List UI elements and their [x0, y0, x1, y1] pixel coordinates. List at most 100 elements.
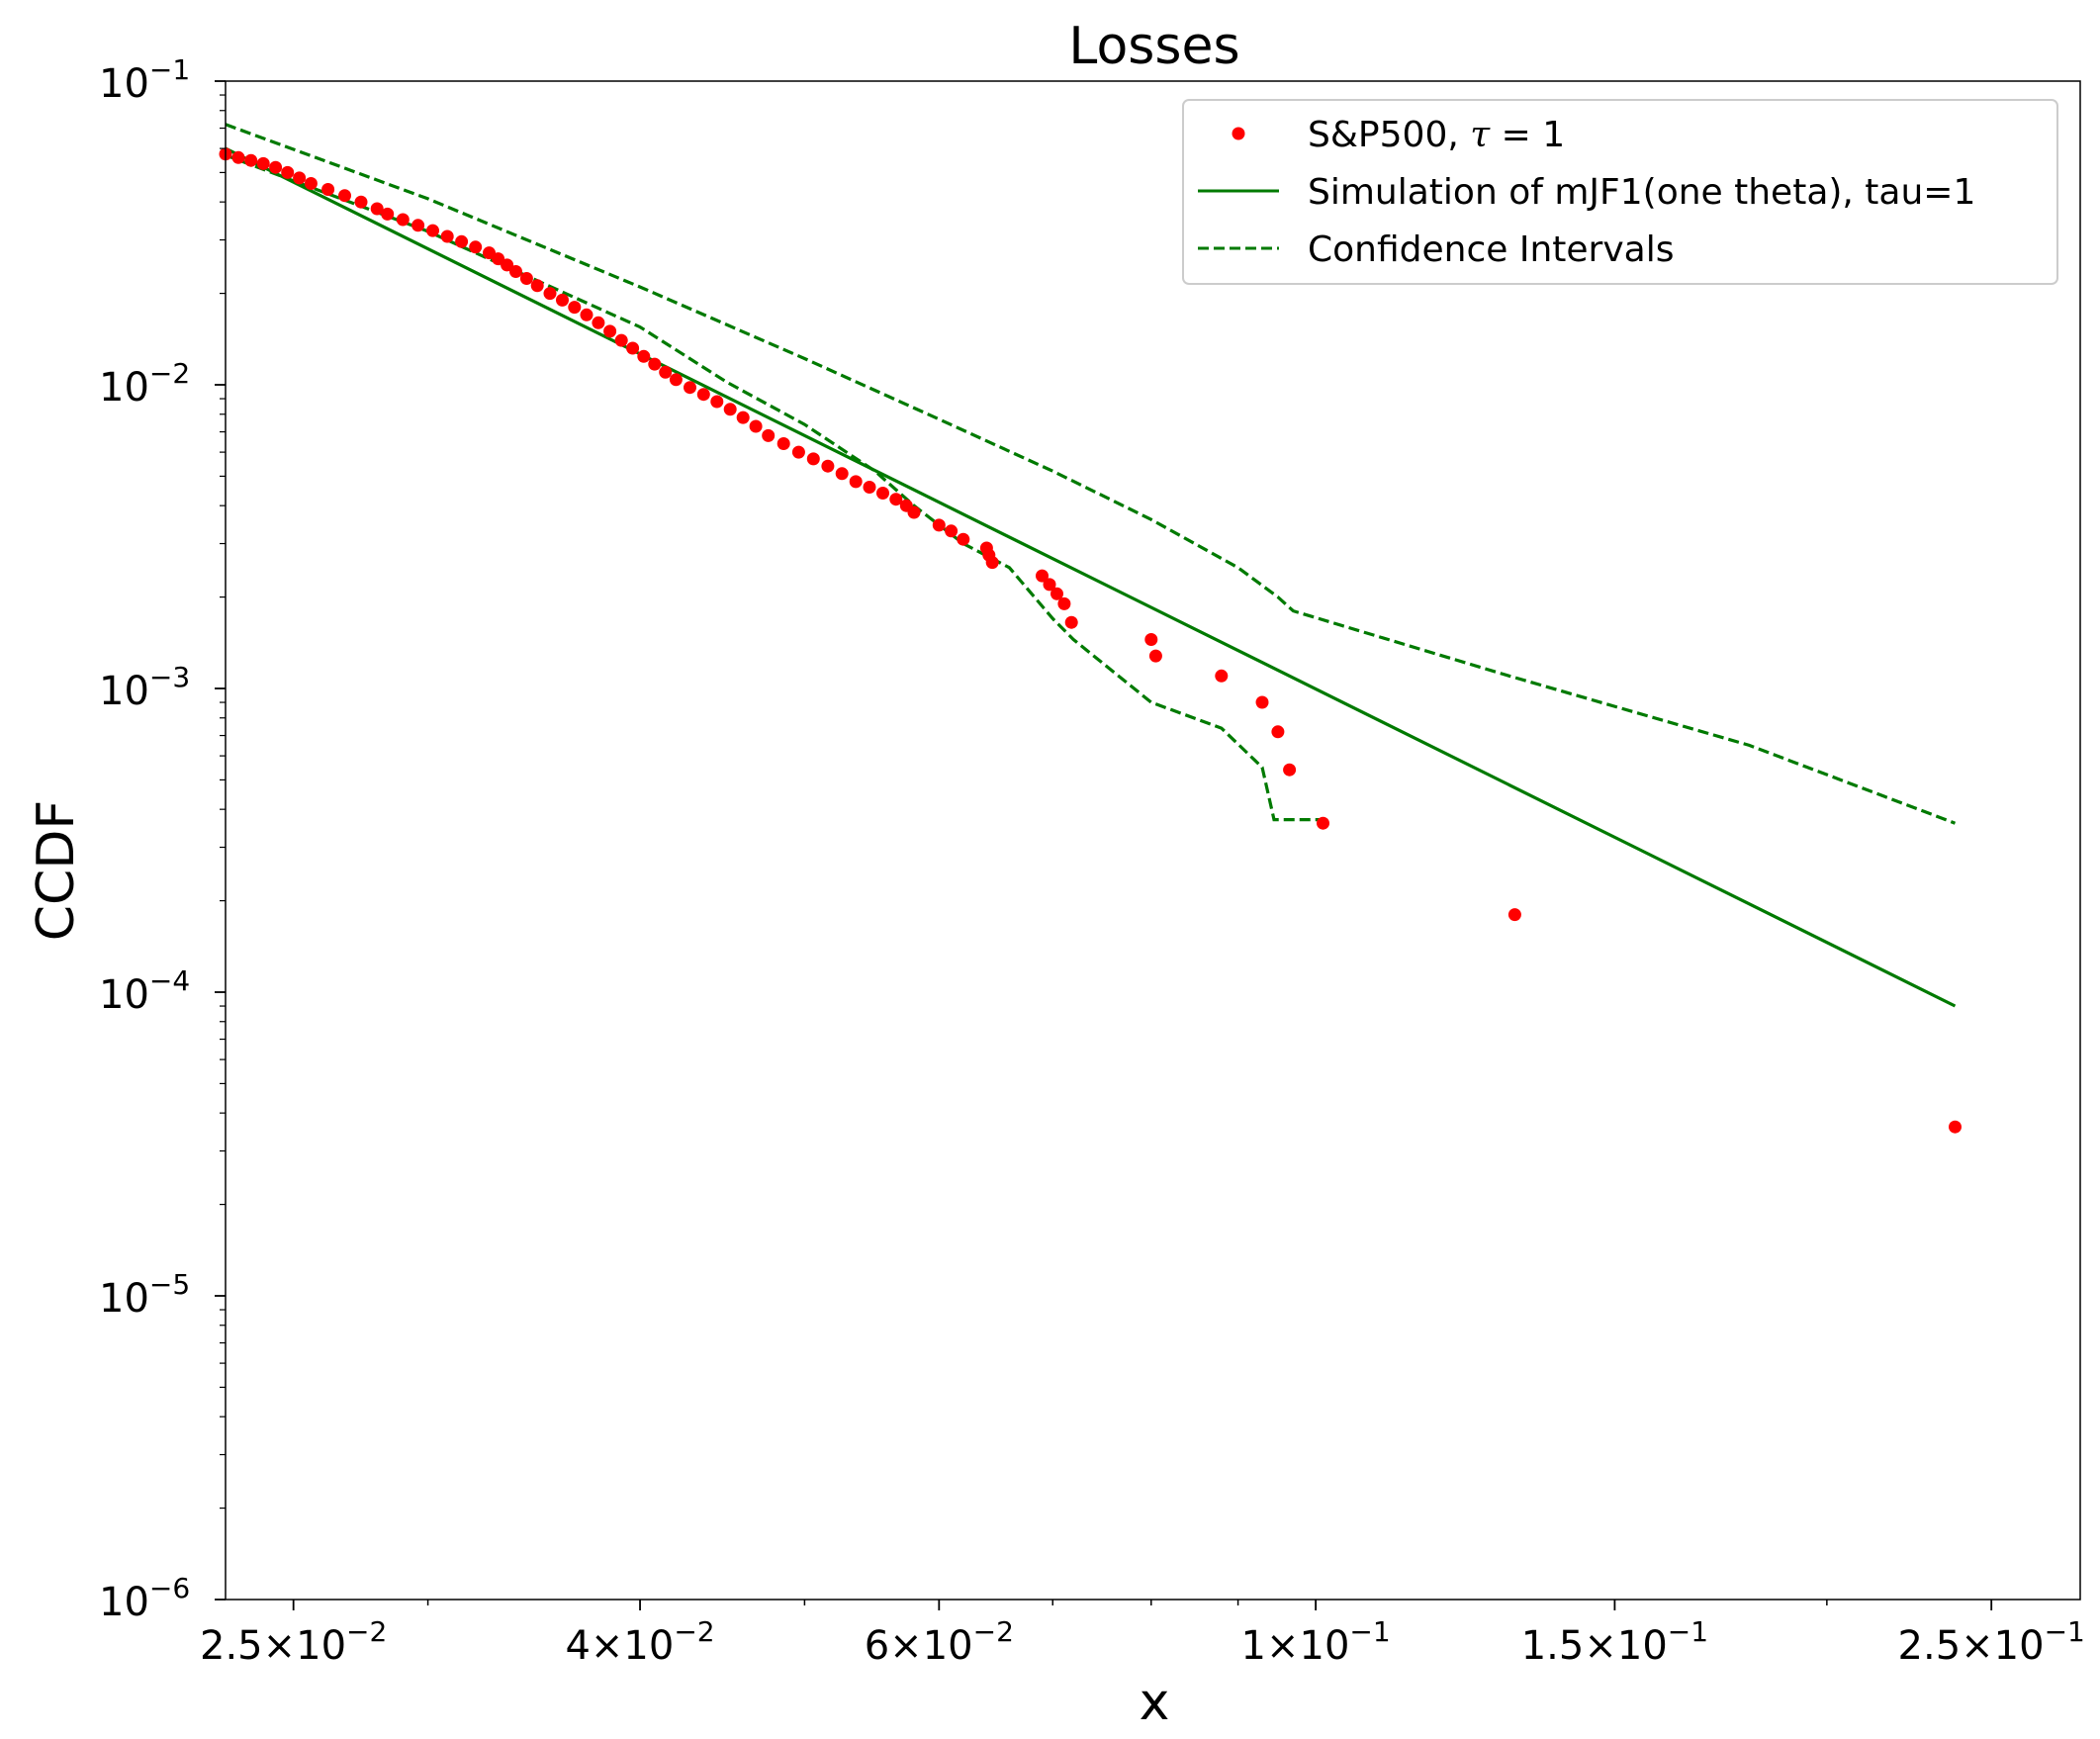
data-point [985, 556, 999, 570]
x-tick-label: 1×10−1 [1241, 1615, 1391, 1669]
data-point [556, 293, 569, 307]
data-point [626, 341, 640, 355]
data-point [932, 518, 946, 532]
data-point [1036, 569, 1049, 583]
data-point [1050, 587, 1063, 600]
simulation-line [225, 146, 1957, 1008]
plot-frame [225, 80, 2081, 1601]
data-point [648, 357, 662, 371]
data-point [492, 252, 505, 266]
data-point [338, 189, 351, 203]
data-point [614, 333, 628, 347]
data-point [370, 202, 384, 216]
data-point [440, 229, 454, 243]
data-point [762, 428, 776, 442]
data-point [659, 365, 673, 379]
data-point [592, 316, 605, 329]
plot-points [219, 147, 1962, 1134]
confidence-line-2 [225, 123, 1957, 825]
legend-marker-sp500 [1232, 127, 1245, 140]
data-point [1064, 615, 1078, 629]
legend: S&P500, τ = 1 Simulation of mJF1(one the… [1182, 99, 2058, 285]
data-point [244, 153, 258, 167]
data-point [519, 272, 533, 285]
y-ticks: 10−1 10−2 10−3 10−4 10−5 10−6 [99, 53, 226, 1625]
data-point [381, 207, 395, 221]
data-point [509, 265, 522, 278]
x-tick-label: 6×10−2 [865, 1615, 1014, 1669]
x-tick-label: 2.5×10−2 [200, 1615, 387, 1669]
data-point [530, 279, 544, 293]
data-point [696, 388, 710, 402]
chart-title: Losses [1068, 17, 1239, 76]
data-point [1215, 669, 1229, 683]
legend-label-confidence: Confidence Intervals [1308, 229, 1674, 270]
data-point [723, 403, 737, 416]
data-point [876, 487, 889, 500]
data-point [835, 467, 849, 481]
data-point [256, 156, 270, 170]
data-point [321, 183, 335, 196]
data-point [354, 195, 368, 209]
data-point [1283, 763, 1297, 777]
legend-label-sp500: S&P500, τ = 1 [1308, 115, 1565, 155]
y-tick-label: 10−4 [99, 964, 190, 1018]
data-point [231, 150, 245, 164]
data-point [1148, 649, 1162, 663]
data-point [669, 373, 683, 387]
data-point [281, 165, 295, 179]
data-point [736, 411, 750, 424]
y-tick-label: 10−3 [99, 661, 190, 714]
data-point [293, 171, 307, 185]
data-point [1317, 816, 1329, 830]
x-ticks: 2.5×10−2 4×10−2 6×10−2 1×10−1 1.5×10−1 2.5×10… [200, 1600, 2085, 1669]
data-point [304, 177, 318, 190]
data-point [907, 505, 921, 519]
y-tick-label: 10−2 [99, 357, 190, 411]
y-tick-label: 10−1 [99, 53, 190, 107]
data-point [1057, 596, 1071, 610]
data-point [580, 308, 593, 321]
x-tick-label: 1.5×10−1 [1521, 1615, 1708, 1669]
data-point [791, 445, 805, 459]
legend-box [1182, 99, 2058, 285]
data-point [849, 475, 863, 489]
data-point [426, 224, 439, 237]
data-point [684, 381, 696, 395]
legend-label-sp500-main: S&P500, [1308, 115, 1470, 155]
data-point [637, 349, 651, 363]
legend-label-simulation: Simulation of mJF1(one theta), tau=1 [1308, 172, 1975, 213]
data-point [603, 324, 617, 338]
data-point [1271, 725, 1285, 739]
data-point [957, 532, 970, 546]
data-point [863, 481, 876, 494]
data-point [455, 234, 469, 248]
data-point [806, 452, 820, 466]
legend-label-sp500-tail: = 1 [1490, 115, 1565, 155]
x-tick-label: 2.5×10−1 [1898, 1615, 2085, 1669]
data-point [269, 160, 283, 174]
data-point [776, 437, 790, 450]
data-point [568, 301, 582, 315]
data-point [889, 493, 903, 506]
y-tick-label: 10−6 [99, 1572, 190, 1625]
data-point [749, 419, 763, 433]
data-point [821, 459, 835, 473]
data-point [710, 395, 724, 409]
data-point [543, 287, 557, 301]
data-point [1144, 633, 1158, 646]
data-point [411, 219, 425, 232]
data-point [469, 240, 483, 254]
y-tick-label: 10−5 [99, 1268, 190, 1322]
y-axis-label: CCDF [27, 800, 86, 942]
data-point [1043, 578, 1056, 592]
data-point [945, 524, 959, 538]
data-point [396, 213, 410, 227]
data-point [1255, 695, 1269, 709]
data-point [501, 258, 514, 272]
data-point [1507, 908, 1521, 922]
data-point [1949, 1120, 1962, 1134]
x-axis-label: x [1140, 1673, 1170, 1732]
legend-label-sp500-symbol: τ [1470, 115, 1491, 155]
